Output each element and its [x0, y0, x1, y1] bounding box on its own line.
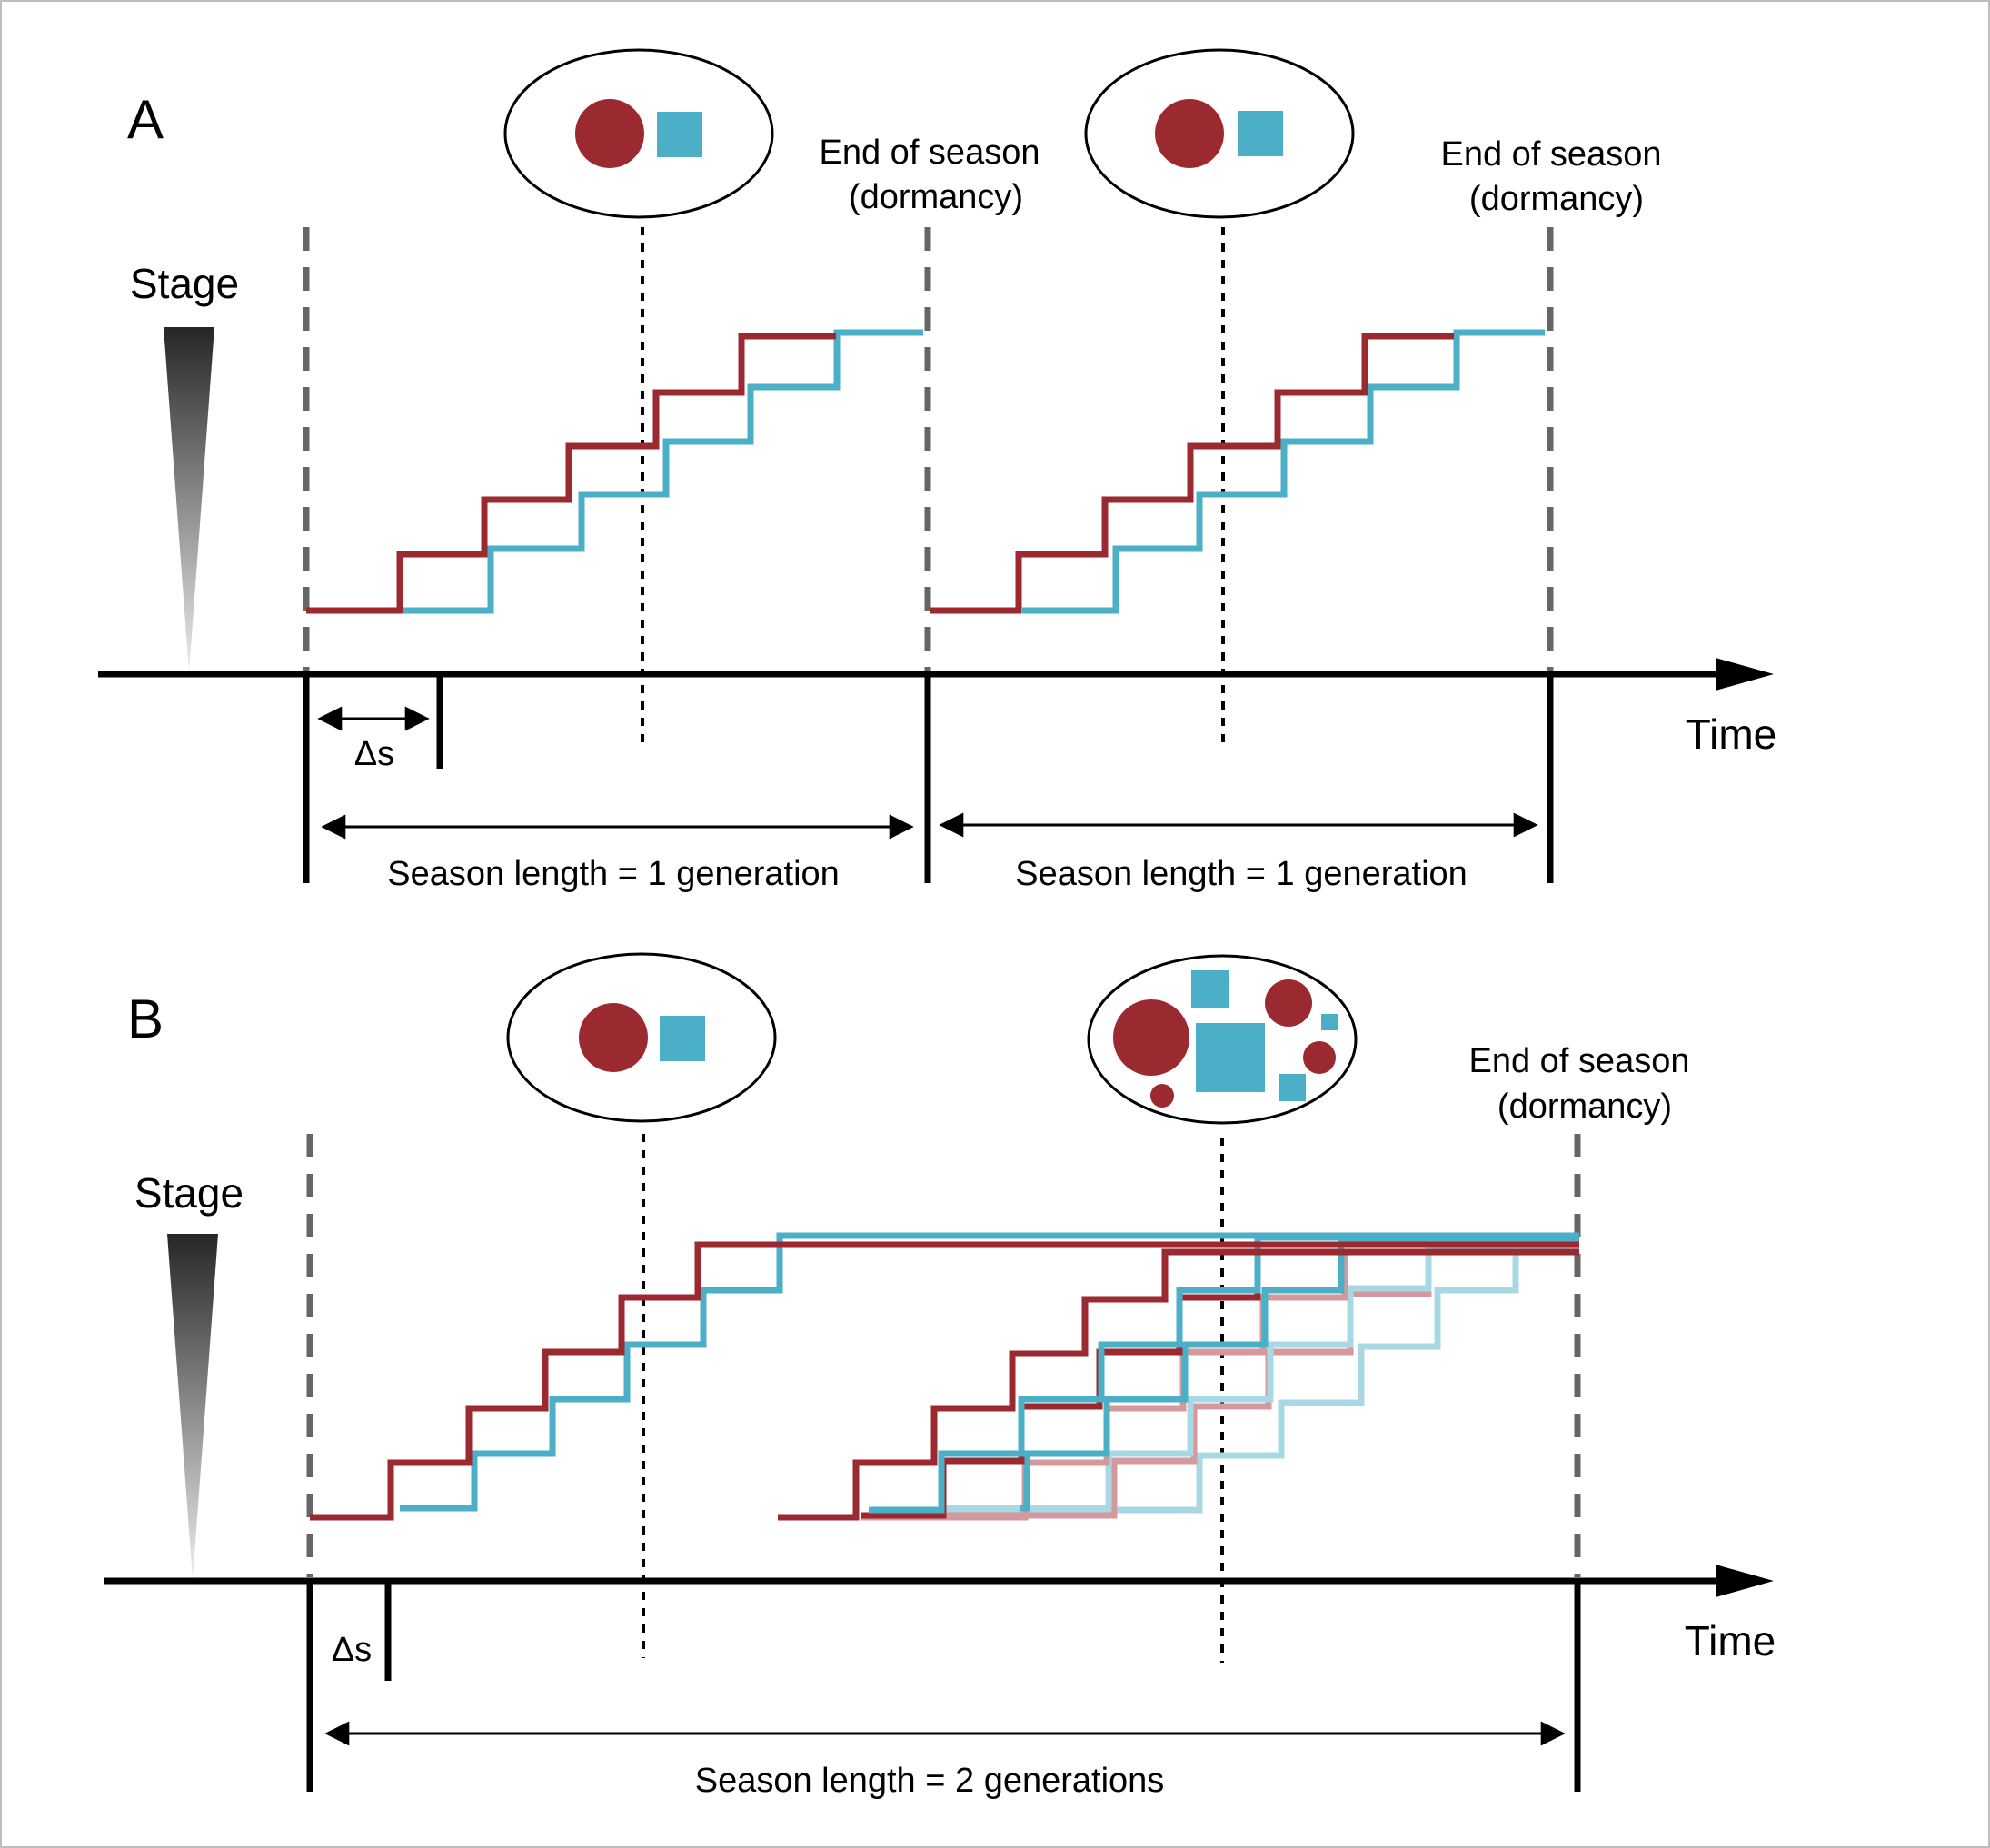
panel-b-staircases: [310, 1232, 1579, 1521]
panel-a-time-label: Time: [1686, 710, 1777, 758]
panel-b-end-label-line1: End of season: [1469, 1042, 1690, 1080]
panel-a-letter: A: [127, 89, 164, 150]
panel-b-faded-blue-staircase-4: [943, 1241, 1579, 1514]
panel-b-season-length-label: Season length = 2 generations: [695, 1762, 1165, 1800]
panel-a-red-staircase-2: [930, 333, 1454, 614]
panel-a-population-snapshot-2: [1084, 48, 1355, 219]
panel-b-blue-staircase-offspring-1: [869, 1234, 1579, 1514]
panel-a-stage-label: Stage: [130, 260, 239, 307]
panel-b: B Stage Time Δs Season length = 2 genera…: [104, 952, 1776, 1800]
red-genotype-circle-tiny: [1150, 1084, 1174, 1108]
panel-b-blue-staircase-main: [400, 1232, 1579, 1512]
red-genotype-circle-medium: [1265, 979, 1312, 1027]
panel-b-stage-label: Stage: [134, 1169, 244, 1217]
panel-b-red-staircase-offspring-1: [778, 1248, 1579, 1521]
panel-a-delta-label: Δs: [354, 735, 394, 773]
panel-a-season-2-end-label-line2: (dormancy): [1469, 180, 1644, 218]
blue-genotype-square-top: [1191, 970, 1229, 1008]
panel-b-red-staircase-main: [310, 1241, 1579, 1521]
red-genotype-circle: [575, 99, 644, 168]
panel-b-end-label-line2: (dormancy): [1497, 1088, 1672, 1126]
panel-a-season-1-length-label: Season length = 1 generation: [387, 855, 840, 893]
panel-a-season-2-length-label: Season length = 1 generation: [1015, 855, 1468, 893]
panel-b-letter: B: [127, 989, 164, 1049]
panel-b-stage-gradient: [167, 1234, 218, 1579]
panel-a-population-snapshot-1: [503, 48, 774, 219]
blue-genotype-square-small: [1279, 1074, 1306, 1101]
panel-b-time-label: Time: [1685, 1617, 1776, 1664]
panel-b-population-snapshot-1: [506, 952, 777, 1123]
blue-genotype-square-tiny: [1321, 1014, 1338, 1030]
panel-b-delta-label: Δs: [332, 1631, 372, 1669]
blue-genotype-square: [1238, 111, 1283, 156]
panel-a-staircases: [306, 329, 1545, 614]
red-genotype-circle-small: [1303, 1041, 1336, 1074]
panel-a-season-1-end-label-line2: (dormancy): [849, 178, 1023, 216]
panel-a-red-staircase-1: [306, 333, 836, 614]
panel-a-axis-arrowhead: [1716, 658, 1774, 691]
red-genotype-circle-large: [1113, 999, 1189, 1076]
panel-a-blue-staircase-2: [1022, 329, 1545, 614]
panel-a: A Stage Time Δs Season length = 1 genera…: [98, 48, 1777, 893]
red-genotype-circle: [1155, 99, 1224, 168]
panel-a-season-1-end-label-line1: End of season: [820, 134, 1040, 172]
panel-b-population-snapshot-2: [1087, 954, 1358, 1125]
blue-genotype-square: [657, 112, 702, 157]
panel-b-faded-blue-staircase-3: [945, 1243, 1579, 1512]
blue-genotype-square-large: [1196, 1023, 1265, 1092]
panel-b-axis-arrowhead: [1716, 1565, 1774, 1597]
panel-a-stage-gradient: [164, 327, 214, 672]
panel-a-blue-staircase-1: [400, 329, 923, 614]
red-genotype-circle: [579, 1003, 648, 1072]
blue-genotype-square: [660, 1016, 705, 1061]
panel-b-blue-staircase-offspring-2: [1020, 1239, 1579, 1512]
panel-a-season-2-end-label-line1: End of season: [1441, 135, 1662, 174]
